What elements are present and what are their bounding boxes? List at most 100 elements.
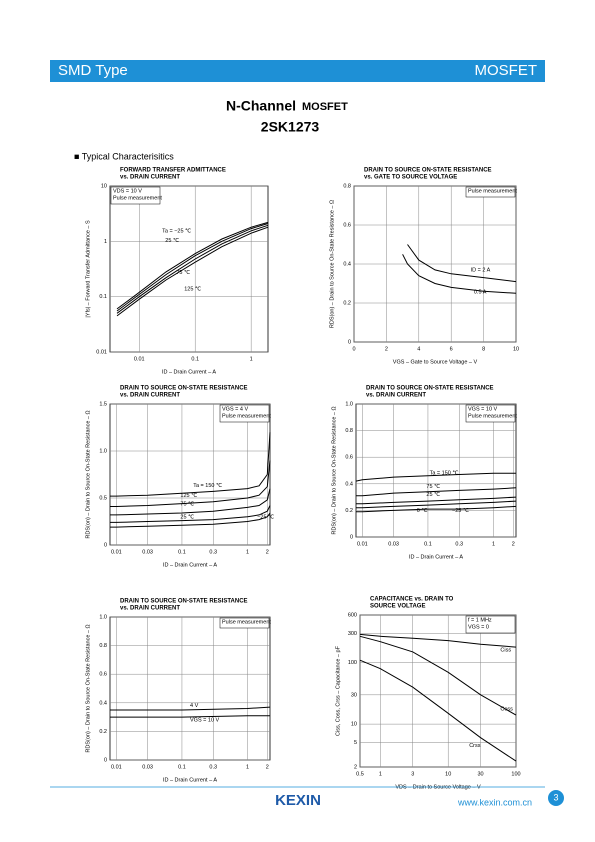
x-tick-label: 1: [246, 764, 249, 770]
x-axis-label: ID – Drain Current – A: [162, 369, 216, 375]
series-label: 75 ℃: [176, 270, 191, 276]
annotation-box: [219, 404, 270, 423]
series-label: −25 ℃: [257, 514, 275, 520]
chart-title: vs. DRAIN CURRENT: [120, 175, 180, 181]
curve: [359, 659, 517, 762]
chart-title: DRAIN TO SOURCE ON-STATE RESISTANCE: [364, 168, 492, 174]
series-label: VGS = 10 V: [190, 717, 220, 723]
x-tick-label: 100: [511, 771, 520, 777]
series-label: Ta = 150 ℃: [193, 483, 223, 489]
annotation: Pulse measurement: [468, 413, 517, 419]
curve: [359, 635, 517, 716]
plot-area: [109, 616, 271, 761]
x-tick-label: 2: [266, 764, 269, 770]
series-label: 25 ℃: [180, 514, 195, 520]
x-axis-label: VGS – Gate to Source Voltage – V: [393, 359, 478, 365]
section-title: ■ Typical Characterisitics: [74, 151, 174, 161]
series-label: 4 V: [190, 703, 199, 709]
doc-title-type: MOSFET: [302, 101, 348, 113]
annotation: f = 1 MHz: [468, 617, 492, 623]
series-label: 125 ℃: [184, 286, 202, 292]
x-tick-label: 0.1: [178, 549, 186, 555]
page-badge: [548, 790, 564, 806]
y-axis-label: RDS(on) – Drain to Source On-State Resis…: [85, 410, 91, 538]
y-tick-label: 300: [348, 631, 357, 637]
y-tick-label: 30: [351, 692, 357, 698]
x-axis-label: ID – Drain Current – A: [163, 777, 217, 783]
x-axis-label: ID – Drain Current – A: [163, 562, 217, 568]
x-tick-label: 2: [266, 549, 269, 555]
x-tick-label: 0.3: [209, 764, 217, 770]
chart-title: FORWARD TRANSFER ADMITTANCE: [120, 168, 226, 174]
curve: [402, 254, 517, 294]
annotation: Pulse measurement: [222, 413, 271, 419]
x-axis-label: VDS – Drain to Source Voltage – V: [395, 784, 481, 790]
footer-url: www.kexin.com.cn: [457, 797, 532, 807]
y-tick-label: 0.4: [99, 700, 107, 706]
y-tick-label: 10: [101, 183, 107, 189]
y-tick-label: 1.0: [99, 448, 107, 454]
x-tick-label: 0: [352, 346, 355, 352]
plot-area: [109, 403, 271, 546]
y-tick-label: 0.8: [343, 183, 351, 189]
curve: [359, 633, 517, 648]
y-tick-label: 0.2: [345, 508, 353, 514]
y-tick-label: 0: [104, 757, 107, 763]
y-tick-label: 0.6: [343, 222, 351, 228]
curve: [356, 500, 517, 509]
y-tick-label: 0.8: [99, 643, 107, 649]
series-label: 25 ℃: [165, 238, 180, 244]
curve: [110, 505, 271, 523]
annotation-box: [110, 186, 161, 205]
header-right: MOSFET: [475, 62, 538, 79]
y-tick-label: 0.6: [345, 455, 353, 461]
annotation: VGS = 0: [468, 624, 489, 630]
y-tick-label: 0.2: [99, 729, 107, 735]
x-tick-label: 1: [250, 356, 253, 362]
curve: [110, 488, 271, 516]
x-tick-label: 0.01: [357, 541, 368, 547]
annotation: VGS = 10 V: [468, 406, 498, 412]
curve: [116, 224, 269, 314]
chart-title: vs. DRAIN CURRENT: [366, 393, 426, 399]
series-label: Crss: [469, 743, 481, 749]
y-tick-label: 1.5: [99, 401, 107, 407]
y-tick-label: 0.8: [345, 428, 353, 434]
annotation: VGS = 4 V: [222, 406, 248, 412]
series-label: −25 ℃: [452, 508, 470, 514]
chart-title: vs. DRAIN CURRENT: [120, 606, 180, 612]
page-number: 3: [553, 792, 558, 802]
curve: [407, 244, 517, 283]
x-tick-label: 1: [246, 549, 249, 555]
x-tick-label: 0.1: [178, 764, 186, 770]
x-tick-label: 0.03: [388, 541, 399, 547]
annotation: Pulse measurement: [113, 195, 162, 201]
curve: [110, 432, 271, 497]
x-tick-label: 3: [411, 771, 414, 777]
y-tick-label: 100: [348, 660, 357, 666]
curve: [116, 221, 269, 310]
series-label: Ciss: [500, 647, 511, 653]
curve: [110, 715, 270, 718]
y-axis-label: RDS(on) – Drain to Source On-State Resis…: [85, 624, 91, 752]
x-tick-label: 1: [492, 541, 495, 547]
curve: [356, 496, 517, 505]
x-tick-label: 0.3: [209, 549, 217, 555]
annotation-box: [465, 404, 516, 423]
y-tick-label: 0.6: [99, 672, 107, 678]
y-tick-label: 1.0: [345, 401, 353, 407]
plot-area: [355, 403, 517, 538]
series-label: 0.5 A: [474, 290, 487, 296]
y-tick-label: 10: [351, 722, 357, 728]
chart-title: DRAIN TO SOURCE ON-STATE RESISTANCE: [120, 599, 248, 605]
x-tick-label: 8: [482, 346, 485, 352]
curve: [356, 505, 517, 513]
plot-area: [359, 614, 517, 768]
y-axis-label: |Yfs| – Forward Transfer Admittance – S: [85, 220, 91, 318]
chart-title: DRAIN TO SOURCE ON-STATE RESISTANCE: [120, 386, 248, 392]
doc-title: N-Channel: [226, 98, 296, 114]
series-label: Ta = −25 ℃: [162, 228, 192, 234]
y-tick-label: 0: [348, 339, 351, 345]
